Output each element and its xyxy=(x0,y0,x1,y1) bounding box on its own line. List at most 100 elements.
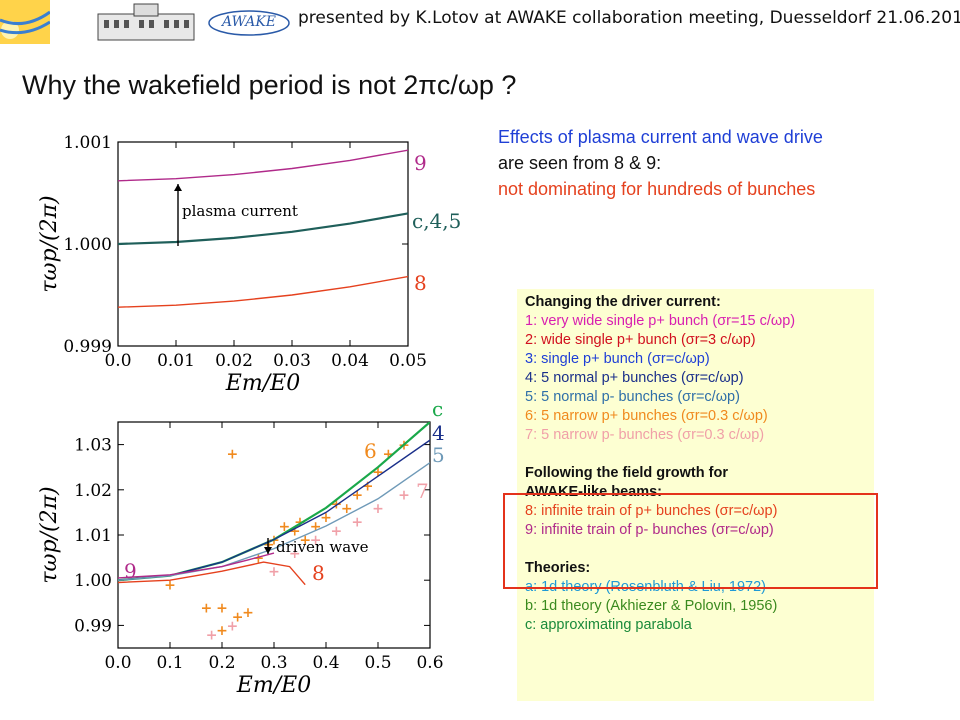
series-line-5 xyxy=(118,462,430,581)
marker-point-6: + xyxy=(383,447,395,463)
legend-item-theory-2: b: 1d theory (Akhiezer & Polovin, 1956) xyxy=(525,598,778,614)
marker-point-6: + xyxy=(263,537,275,553)
y-axis-label: τωp/(2π) xyxy=(37,195,62,292)
legend-growth-list: 8: infinite train of p+ bunches (σr=c/ωp… xyxy=(525,502,866,540)
y-axis-label: τωp/(2π) xyxy=(37,486,62,583)
marker-point-7: + xyxy=(398,487,410,503)
legend-item-theory-1: a: 1d theory (Rosenbluth & Liu, 1972) xyxy=(525,579,767,595)
sun-logo-icon xyxy=(0,0,50,44)
legend-theories-list: a: 1d theory (Rosenbluth & Liu, 1972) b: … xyxy=(525,578,866,635)
series-label-c,4,5: c,4,5 xyxy=(412,209,461,233)
marker-point-6: + xyxy=(289,523,301,539)
x-tick-label: 0.3 xyxy=(260,653,287,673)
marker-point-6: + xyxy=(362,478,374,494)
series-line-8 xyxy=(118,275,408,308)
x-axis-label: Em/E0 xyxy=(225,371,300,396)
marker-point-7: + xyxy=(372,501,384,517)
marker-point-6: + xyxy=(351,487,363,503)
y-tick-label: 1.02 xyxy=(74,481,112,501)
legend-heading-driver: Changing the driver current: xyxy=(525,294,721,310)
effects-line-3: not dominating for hundreds of bunches xyxy=(498,179,816,199)
marker-point-6: + xyxy=(341,501,353,517)
x-tick-label: 0.5 xyxy=(364,653,391,673)
legend-item-driver-2: 2: wide single p+ bunch (σr=3 c/ωp) xyxy=(525,332,756,348)
series-label-9: 9 xyxy=(124,559,137,583)
legend-heading-theories: Theories: xyxy=(525,560,591,576)
marker-point-6: + xyxy=(320,510,332,526)
y-tick-label: 1.000 xyxy=(63,235,112,255)
y-tick-label: 0.999 xyxy=(63,337,112,357)
marker-point-6: + xyxy=(310,519,322,535)
legend-item-growth-1: 8: infinite train of p+ bunches (σr=c/ωp… xyxy=(525,503,778,519)
marker-point-7: + xyxy=(268,564,280,580)
annotation-arrowhead xyxy=(264,547,272,554)
x-tick-label: 0.02 xyxy=(215,351,253,371)
x-tick-label: 0.04 xyxy=(331,351,369,371)
x-tick-label: 0.2 xyxy=(208,653,235,673)
marker-point-6: + xyxy=(299,533,311,549)
x-tick-label: 0.1 xyxy=(156,653,183,673)
presenter-credit: presented by K.Lotov at AWAKE collaborat… xyxy=(298,8,960,28)
y-tick-label: 1.00 xyxy=(74,571,112,591)
effects-line-1: Effects of plasma current and wave drive xyxy=(498,127,823,147)
marker-point-7: + xyxy=(289,546,301,562)
marker-point-6: + xyxy=(164,578,176,594)
marker-point-7: + xyxy=(331,523,343,539)
institute-building-logo-icon xyxy=(97,3,195,41)
legend-heading-growth-1: Following the field growth for xyxy=(525,465,728,481)
marker-point-6: + xyxy=(201,600,213,616)
legend-item-driver-7: 7: 5 narrow p- bunches (σr=0.3 c/ωp) xyxy=(525,427,765,443)
effects-note: Effects of plasma current and wave drive… xyxy=(498,124,823,202)
legend-item-theory-3: c: approximating parabola xyxy=(525,617,692,633)
annotation-arrowhead xyxy=(174,184,182,191)
awake-logo: AWAKE xyxy=(206,8,292,38)
y-tick-label: 1.01 xyxy=(74,526,112,546)
x-tick-label: 0.6 xyxy=(416,653,443,673)
legend-item-driver-5: 5: 5 normal p- bunches (σr=c/ωp) xyxy=(525,389,740,405)
series-label-8: 8 xyxy=(414,271,427,295)
effects-line-2: are seen from 8 & 9: xyxy=(498,153,662,173)
x-tick-label: 0.03 xyxy=(273,351,311,371)
marker-point-7: + xyxy=(206,627,218,643)
legend-item-growth-2: 9: infinite train of p- bunches (σr=c/ωp… xyxy=(525,522,774,538)
series-label-9: 9 xyxy=(414,151,427,175)
marker-point-6: + xyxy=(216,623,228,639)
y-tick-label: 1.03 xyxy=(74,436,112,456)
marker-point-6: + xyxy=(232,609,244,625)
marker-point-7: + xyxy=(310,533,322,549)
x-tick-label: 0.05 xyxy=(389,351,427,371)
marker-point-7: + xyxy=(351,514,363,530)
marker-point-6: + xyxy=(372,465,384,481)
legend-item-driver-3: 3: single p+ bunch (σr=c/ωp) xyxy=(525,351,710,367)
plot-frame xyxy=(117,141,409,347)
x-axis-label: Em/E0 xyxy=(236,673,311,698)
series-label-8: 8 xyxy=(312,561,325,585)
series-label-c: c xyxy=(432,400,443,421)
annotation-label: driven wave xyxy=(276,538,369,556)
series-label-7: 7 xyxy=(416,479,429,503)
annotation-label: plasma current xyxy=(182,202,298,220)
slide-title: Why the wakefield period is not 2πc/ωp ? xyxy=(22,70,517,100)
marker-point-6: + xyxy=(227,447,239,463)
marker-point-6: + xyxy=(216,600,228,616)
series-line-8 xyxy=(118,561,306,586)
legend-heading-growth-2: AWAKE-like beams: xyxy=(525,484,662,500)
chart-top: 0.0 0.01 0.02 0.03 0.04 0.05 0.999 1.000 1.001 Em… xyxy=(37,133,461,396)
series-label-5: 5 xyxy=(432,443,445,467)
series-line-c,4,5 xyxy=(118,212,408,246)
chart-bottom: 0.0 0.1 0.2 0.3 0.4 0.5 0.6 0.99 1.00 1.01 1.02 1.0… xyxy=(37,400,445,698)
legend-item-driver-4: 4: 5 normal p+ bunches (σr=c/ωp) xyxy=(525,370,744,386)
legend-item-driver-6: 6: 5 narrow p+ bunches (σr=0.3 c/ωp) xyxy=(525,408,768,424)
marker-point-6: + xyxy=(279,519,291,535)
series-line-9 xyxy=(118,552,275,579)
y-tick-label: 1.001 xyxy=(63,133,112,153)
series-label-6: 6 xyxy=(364,439,377,463)
legend-item-driver-1: 1: very wide single p+ bunch (σr=15 c/ωp… xyxy=(525,313,796,329)
series-label-4: 4 xyxy=(432,421,445,445)
y-tick-label: 0.99 xyxy=(74,616,112,636)
x-tick-label: 0.01 xyxy=(157,351,195,371)
legend-panel: Changing the driver current: 1: very wid… xyxy=(517,289,874,701)
x-tick-label: 0.4 xyxy=(312,653,339,673)
marker-point-6: + xyxy=(242,605,254,621)
x-tick-label: 0.0 xyxy=(104,351,131,371)
